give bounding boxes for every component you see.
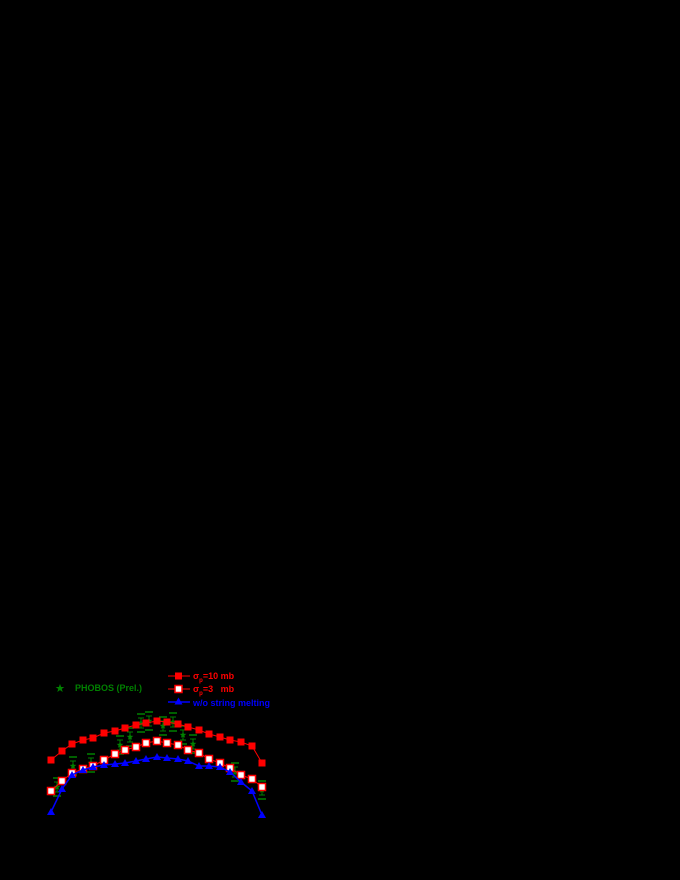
triangle-icon [216, 763, 224, 770]
filled-square-icon [68, 740, 76, 748]
svg-text:σp=3 mb: σp=3 mb [193, 684, 235, 697]
open-square-icon [247, 774, 257, 784]
triangle-icon [79, 766, 87, 773]
legend-label-phobos: PHOBOS (Prel.) [75, 683, 142, 693]
filled-square-icon [248, 742, 256, 750]
triangle-icon [174, 755, 182, 762]
triangle-icon [163, 754, 171, 761]
data-point-phobos [169, 712, 177, 732]
open-square-icon [173, 740, 183, 750]
filled-square-icon [184, 723, 192, 731]
star-icon [159, 722, 167, 729]
open-square-icon [131, 742, 141, 752]
star-icon [189, 740, 197, 747]
open-square-icon [46, 786, 56, 796]
triangle-icon [237, 778, 245, 785]
filled-square-icon [89, 734, 97, 742]
filled-square-icon [58, 747, 66, 755]
triangle-icon [132, 757, 140, 764]
triangle-icon [58, 785, 66, 792]
open-square-icon [141, 738, 151, 748]
legend-label-sigma10-sub: p [199, 678, 203, 684]
open-square-icon [236, 770, 246, 780]
open-square-icon [110, 749, 120, 759]
triangle-icon [226, 768, 234, 775]
series-w-o-string-melting [47, 753, 266, 818]
legend-item-phobos: PHOBOS (Prel.) [55, 683, 142, 693]
legend-item-sigma3: σp=3 mb [168, 684, 235, 697]
filled-square-icon [111, 727, 119, 735]
open-square-icon [120, 745, 130, 755]
filled-square-icon [132, 721, 140, 729]
filled-square-icon [226, 736, 234, 744]
triangle-icon [111, 760, 119, 767]
filled-square-icon [79, 736, 87, 744]
open-square-icon [194, 748, 204, 758]
star-icon [169, 718, 177, 725]
star-icon [55, 684, 65, 692]
filled-square-icon [174, 720, 182, 728]
filled-square-icon [216, 733, 224, 741]
svg-text:σp=10 mb: σp=10 mb [193, 671, 235, 684]
legend-item-no-string-melting: w/o string melting [168, 697, 270, 708]
open-square-icon [57, 776, 67, 786]
legend-label-sigma10-symbol: σ [193, 671, 199, 681]
filled-square-icon [121, 724, 129, 732]
star-icon [53, 783, 61, 790]
filled-square-icon [163, 718, 171, 726]
legend-label-sigma10-rest: =10 mb [203, 671, 235, 681]
star-icon [116, 741, 124, 748]
filled-square-icon [100, 729, 108, 737]
filled-square-icon [142, 719, 150, 727]
open-square-icon [152, 736, 162, 746]
star-icon [126, 733, 134, 740]
legend-label-sigma3-sub: p [199, 691, 203, 697]
triangle-icon [258, 811, 266, 818]
filled-square-icon [195, 726, 203, 734]
filled-square-icon [237, 738, 245, 746]
triangle-icon [153, 753, 161, 760]
triangle-icon [195, 762, 203, 769]
filled-square-icon [175, 672, 182, 680]
star-icon [137, 719, 145, 726]
filled-square-icon [205, 730, 213, 738]
triangle-icon [121, 759, 129, 766]
triangle-icon [47, 808, 55, 815]
filled-square-icon [258, 759, 266, 767]
open-square-icon [162, 738, 172, 748]
open-square-icon [257, 782, 267, 792]
filled-square-icon [153, 717, 161, 725]
legend-label-no-string-melting: w/o string melting [192, 698, 270, 708]
triangle-icon [100, 761, 108, 768]
triangle-icon [205, 762, 213, 769]
series-model-curves [46, 717, 267, 818]
star-icon [69, 762, 77, 769]
legend-item-sigma10: σp=10 mb [168, 671, 235, 684]
legend-label-sigma3-rest: =3 mb [203, 684, 235, 694]
series--p-10-mb [47, 717, 266, 767]
star-icon [179, 731, 187, 738]
legend-label-sigma3-symbol: σ [193, 684, 199, 694]
triangle-icon [142, 755, 150, 762]
legend: PHOBOS (Prel.) σp=10 mb σp=3 mb w/o stri… [55, 671, 270, 708]
triangle-icon [248, 787, 256, 794]
open-square-icon [174, 684, 183, 694]
triangle-icon [89, 763, 97, 770]
open-square-icon [204, 754, 214, 764]
triangle-icon [68, 771, 76, 778]
open-square-icon [183, 745, 193, 755]
filled-square-icon [47, 756, 55, 764]
triangle-icon [174, 697, 183, 705]
triangle-icon [184, 757, 192, 764]
